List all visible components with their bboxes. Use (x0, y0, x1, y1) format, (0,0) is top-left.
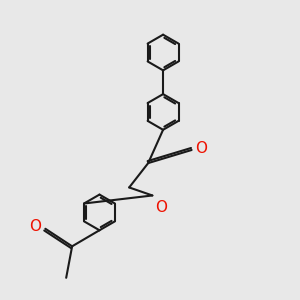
Text: O: O (155, 200, 167, 215)
Text: O: O (196, 141, 208, 156)
Text: O: O (29, 219, 41, 234)
